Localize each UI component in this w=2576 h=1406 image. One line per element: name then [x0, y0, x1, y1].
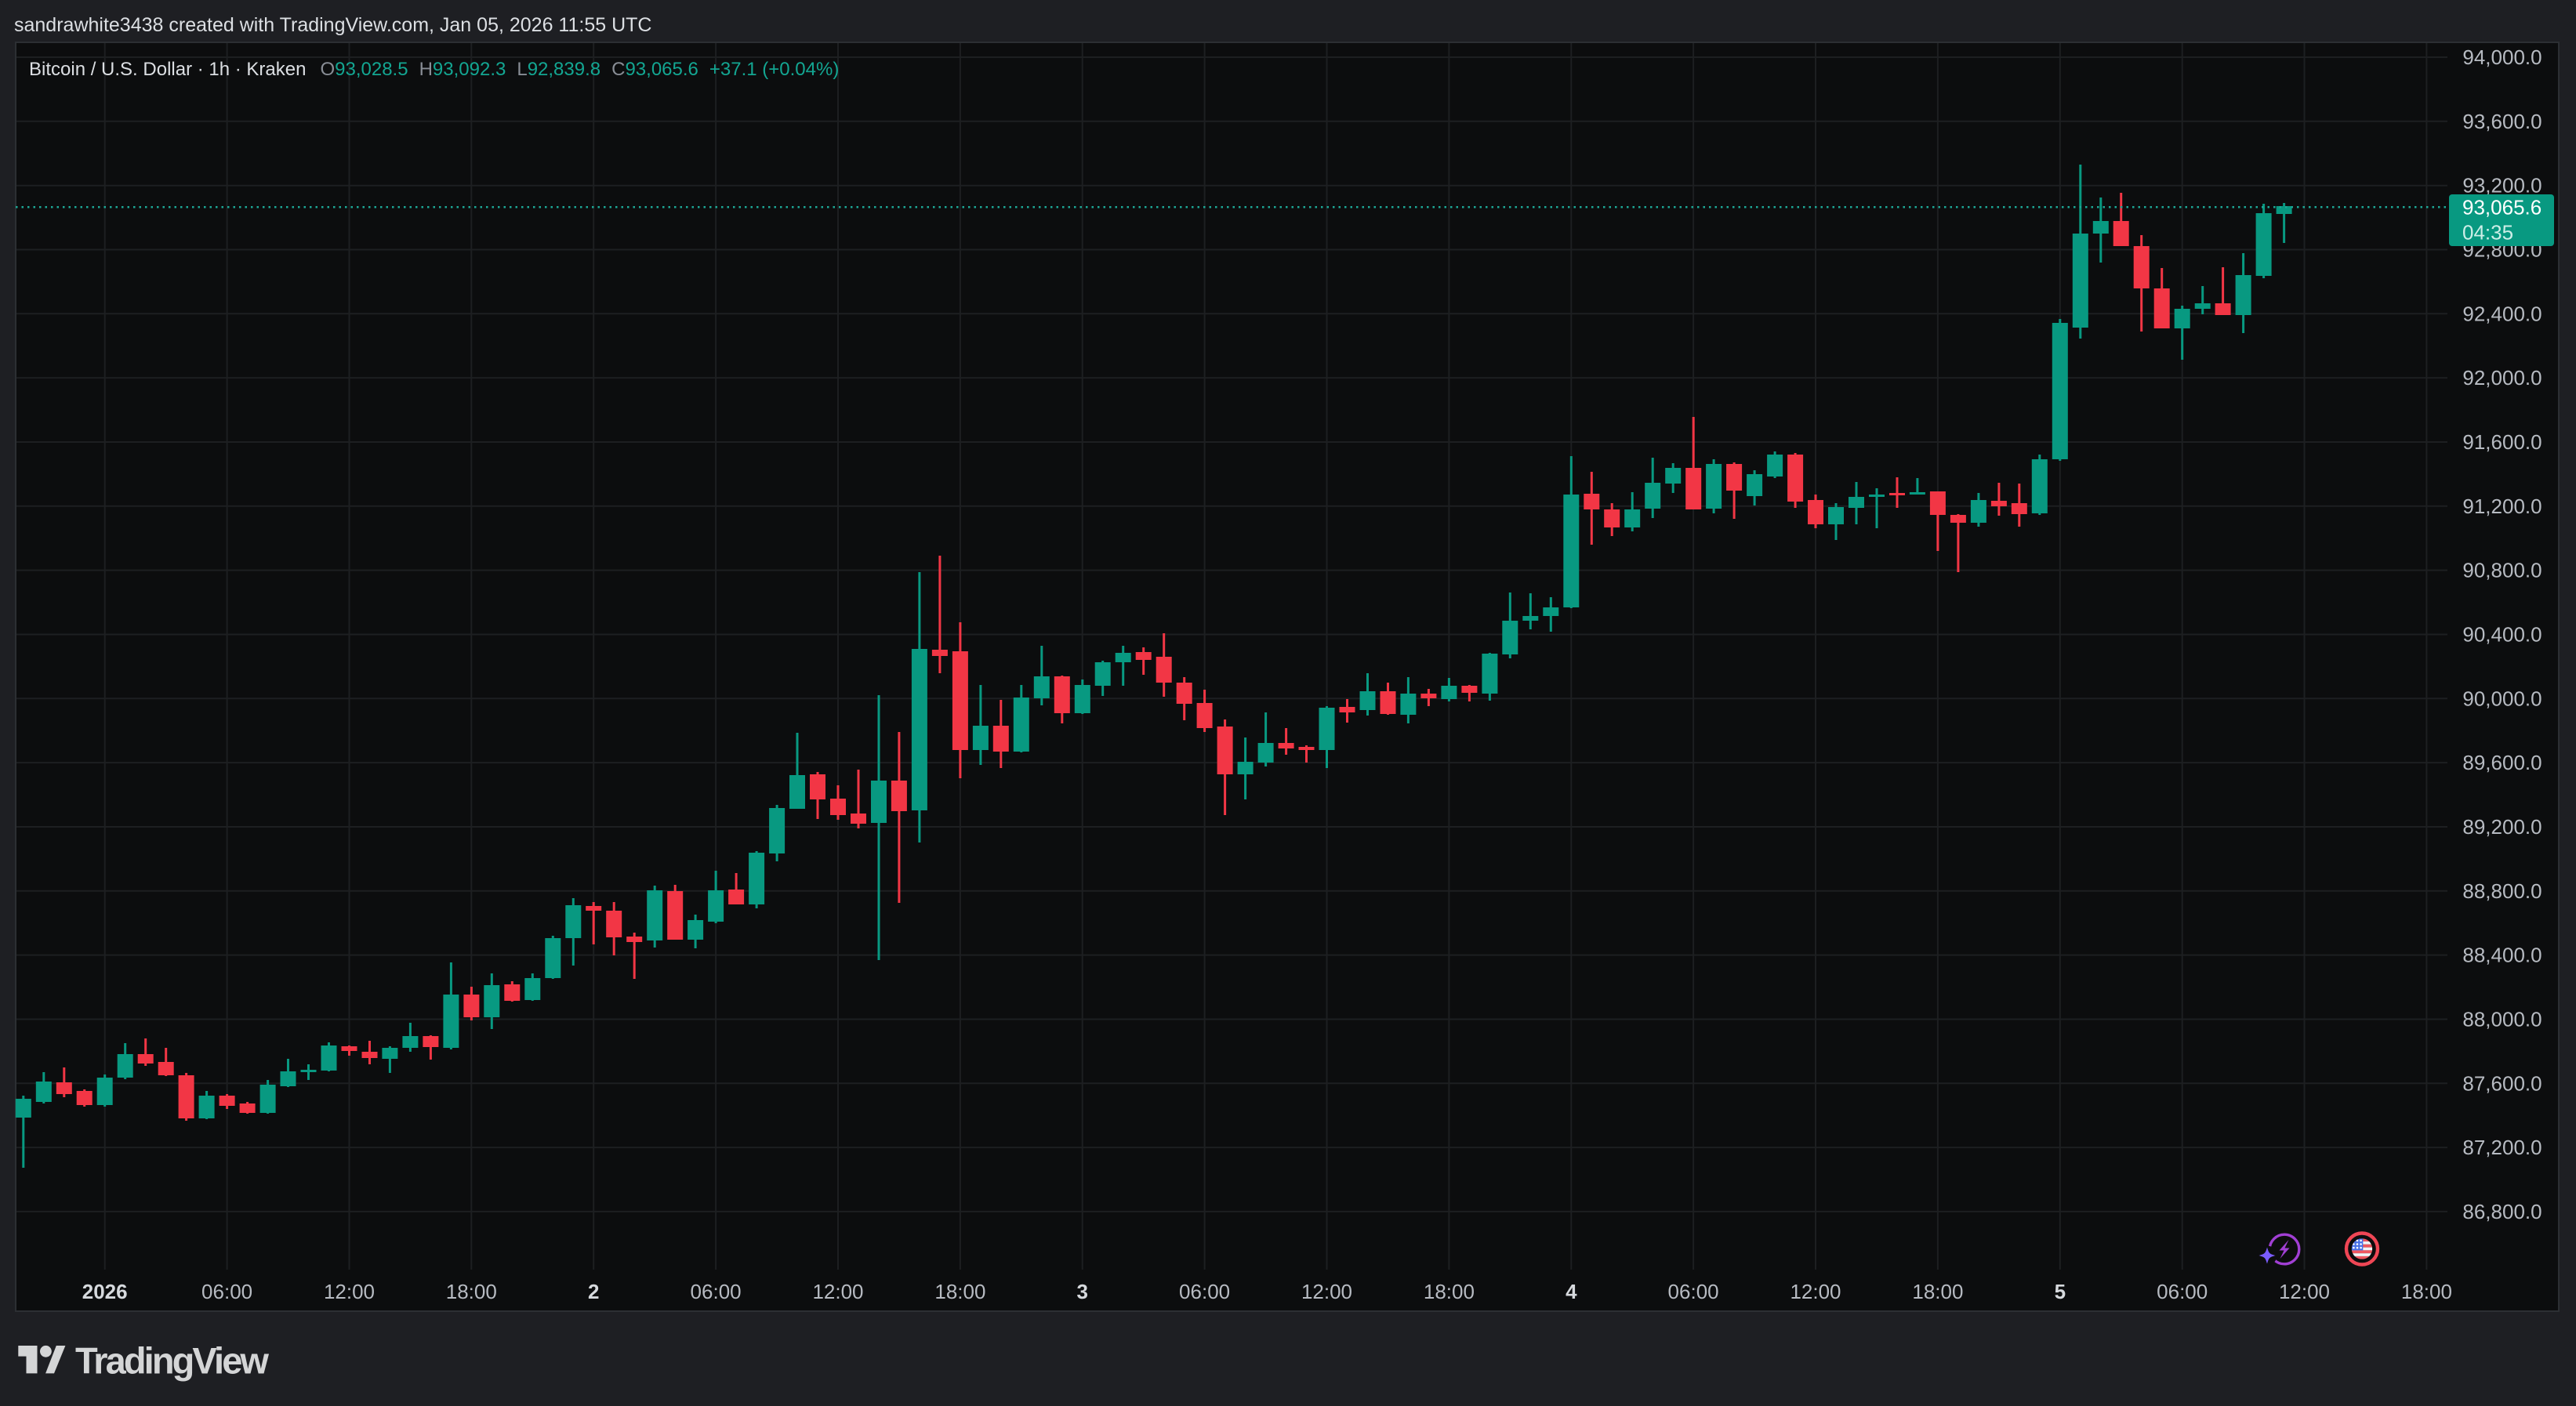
svg-text:18:00: 18:00	[1424, 1280, 1475, 1303]
svg-text:92,000.0: 92,000.0	[2462, 366, 2542, 390]
svg-text:18:00: 18:00	[446, 1280, 497, 1303]
svg-text:04:35: 04:35	[2462, 221, 2513, 245]
svg-text:06:00: 06:00	[2157, 1280, 2208, 1303]
svg-text:18:00: 18:00	[2401, 1280, 2452, 1303]
svg-text:12:00: 12:00	[1790, 1280, 1841, 1303]
svg-text:12:00: 12:00	[1301, 1280, 1352, 1303]
svg-text:93,600.0: 93,600.0	[2462, 110, 2542, 133]
svg-text:91,200.0: 91,200.0	[2462, 495, 2542, 518]
svg-text:91,600.0: 91,600.0	[2462, 430, 2542, 454]
svg-text:2: 2	[588, 1280, 599, 1303]
svg-text:sandrawhite3438 created with T: sandrawhite3438 created with TradingView…	[14, 14, 651, 36]
svg-text:94,000.0: 94,000.0	[2462, 45, 2542, 69]
svg-text:18:00: 18:00	[934, 1280, 985, 1303]
svg-text:90,400.0: 90,400.0	[2462, 623, 2542, 647]
svg-text:2026: 2026	[82, 1280, 128, 1303]
svg-text:Bitcoin / U.S. Dollar · 1h · K: Bitcoin / U.S. Dollar · 1h · Kraken O93,0…	[29, 59, 839, 80]
svg-text:18:00: 18:00	[1912, 1280, 1963, 1303]
svg-text:93,200.0: 93,200.0	[2462, 174, 2542, 197]
svg-text:88,400.0: 88,400.0	[2462, 944, 2542, 967]
svg-text:12:00: 12:00	[812, 1280, 863, 1303]
svg-text:12:00: 12:00	[2279, 1280, 2330, 1303]
svg-text:TradingView: TradingView	[75, 1340, 269, 1382]
svg-text:3: 3	[1076, 1280, 1087, 1303]
svg-text:87,600.0: 87,600.0	[2462, 1071, 2542, 1095]
svg-text:06:00: 06:00	[1179, 1280, 1230, 1303]
svg-text:93,065.6: 93,065.6	[2462, 196, 2542, 219]
svg-text:06:00: 06:00	[691, 1280, 742, 1303]
svg-text:90,000.0: 90,000.0	[2462, 687, 2542, 710]
svg-text:88,800.0: 88,800.0	[2462, 879, 2542, 903]
svg-text:06:00: 06:00	[1668, 1280, 1719, 1303]
svg-text:12:00: 12:00	[324, 1280, 375, 1303]
svg-text:06:00: 06:00	[201, 1280, 252, 1303]
svg-text:4: 4	[1566, 1280, 1577, 1303]
svg-text:89,200.0: 89,200.0	[2462, 815, 2542, 839]
svg-text:90,800.0: 90,800.0	[2462, 559, 2542, 582]
svg-text:92,400.0: 92,400.0	[2462, 302, 2542, 325]
svg-text:87,200.0: 87,200.0	[2462, 1136, 2542, 1159]
svg-text:86,800.0: 86,800.0	[2462, 1200, 2542, 1223]
svg-text:88,000.0: 88,000.0	[2462, 1008, 2542, 1031]
svg-text:5: 5	[2055, 1280, 2066, 1303]
svg-text:89,600.0: 89,600.0	[2462, 751, 2542, 774]
